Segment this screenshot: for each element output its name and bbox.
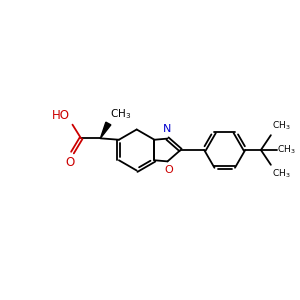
- Text: N: N: [163, 124, 172, 134]
- Text: CH$_3$: CH$_3$: [272, 120, 290, 132]
- Text: CH$_3$: CH$_3$: [278, 144, 296, 156]
- Polygon shape: [100, 122, 111, 138]
- Text: O: O: [164, 165, 173, 175]
- Text: O: O: [66, 156, 75, 169]
- Text: CH$_3$: CH$_3$: [110, 107, 131, 121]
- Text: CH$_3$: CH$_3$: [272, 168, 290, 180]
- Text: HO: HO: [52, 109, 70, 122]
